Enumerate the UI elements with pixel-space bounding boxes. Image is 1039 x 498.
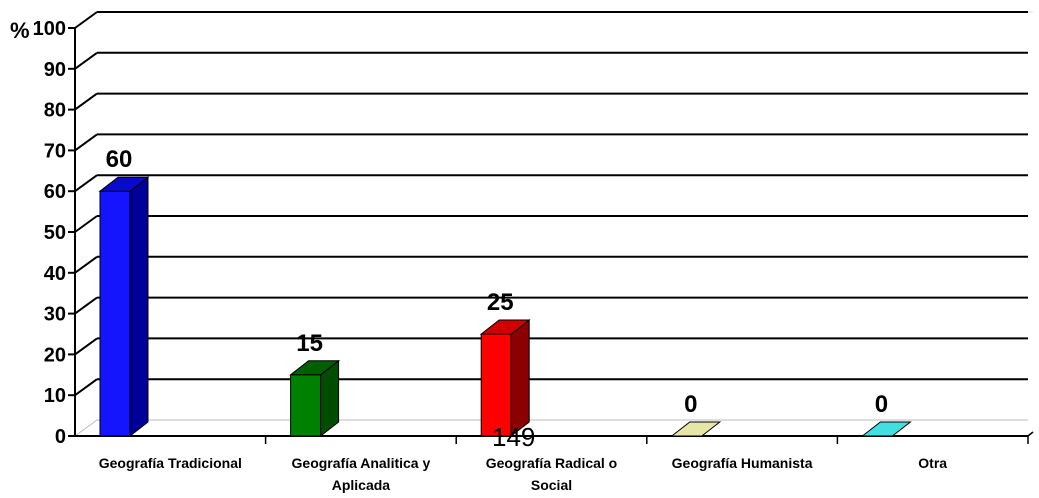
gridline-depth	[74, 92, 98, 111]
gridline-depth	[74, 296, 98, 315]
bar-side	[129, 176, 149, 438]
category-label: Geografía Humanista	[672, 455, 813, 471]
floor-right-edge	[1027, 431, 1034, 437]
y-tick-label: 50	[44, 222, 66, 244]
gridline-depth	[74, 255, 98, 274]
data-label: 0	[684, 391, 697, 418]
category-label: Social	[531, 477, 572, 493]
bar-front	[290, 374, 322, 437]
y-tick-label: 70	[44, 140, 66, 162]
back-wall-edge	[74, 11, 1033, 29]
category-label: Geografía Tradicional	[99, 455, 242, 471]
bar-side	[510, 318, 530, 438]
bar-top	[479, 319, 531, 335]
y-tick-label: 10	[44, 385, 66, 407]
category-label: Aplicada	[332, 477, 391, 493]
bar-front	[99, 190, 131, 437]
gridline-depth	[74, 215, 98, 233]
bar-top	[289, 360, 341, 376]
data-label: 15	[296, 330, 323, 357]
gridline-depth	[74, 337, 98, 356]
data-label: 25	[487, 289, 514, 316]
bar-front	[480, 333, 512, 437]
data-label: 60	[106, 146, 133, 173]
gridline-depth	[74, 133, 98, 152]
y-tick-label: 100	[33, 18, 66, 40]
gridline-depth	[74, 378, 98, 397]
y-axis-label: %	[10, 18, 30, 43]
gridline-depth	[74, 174, 98, 193]
y-tick-label: 20	[44, 344, 66, 366]
category-label: Geografía Analitica y	[292, 455, 431, 471]
gridline-depth	[74, 51, 98, 70]
floor-left-edge	[74, 419, 98, 437]
data-label: 0	[875, 391, 888, 418]
y-tick-label: 40	[44, 263, 66, 285]
y-tick-label: 80	[44, 100, 66, 122]
page-number: 149	[492, 422, 536, 452]
bar-top	[860, 421, 912, 437]
y-tick-label: 0	[55, 426, 66, 448]
category-label: Geografía Radical o	[486, 455, 617, 471]
gridline-depth	[74, 11, 98, 29]
y-tick-label: 30	[44, 304, 66, 326]
y-tick-label: 90	[44, 59, 66, 81]
bar-top	[98, 176, 150, 192]
y-tick-label: 60	[44, 181, 66, 203]
bar-top	[670, 421, 722, 437]
category-label: Otra	[918, 455, 947, 471]
